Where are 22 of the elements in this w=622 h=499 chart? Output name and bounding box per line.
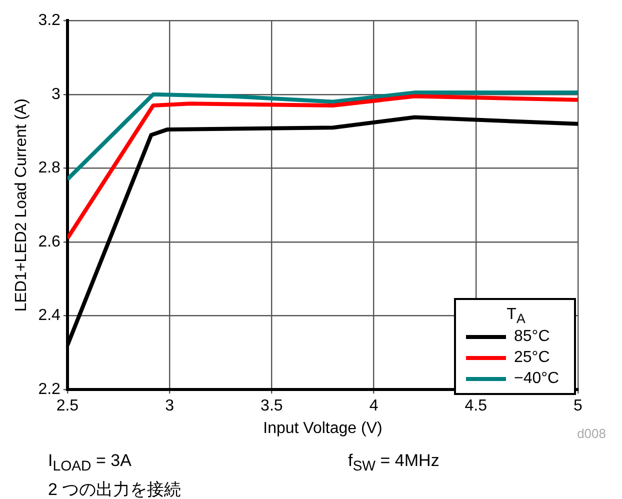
x-axis-title: Input Voltage (V) <box>263 420 382 437</box>
x-tick-label: 4 <box>369 398 378 415</box>
y-axis-title: LED1+LED2 Load Current (A) <box>13 98 30 312</box>
text: f$_{SW}$ = 4MHz <box>348 451 440 474</box>
legend-title: T$_{A}$ <box>506 306 526 326</box>
y-tick-label: 3.2 <box>38 12 61 30</box>
x-tick-label: 2.5 <box>56 398 79 415</box>
x-tick-label: 5 <box>574 398 583 415</box>
y-tick-label: 2.6 <box>38 233 61 250</box>
legend-label: 85°C <box>514 328 550 346</box>
text: 2 つの出力を接続 <box>48 479 182 499</box>
y-tick-label: 2.8 <box>38 160 61 177</box>
y-tick-label: 2.4 <box>38 307 61 324</box>
text: d008 <box>577 426 606 441</box>
y-tick-label: 3 <box>52 86 61 103</box>
text: I$_{LOAD}$ = 3A <box>48 451 132 474</box>
x-tick-label: 3.5 <box>260 398 283 415</box>
y-tick-label: 2.2 <box>38 381 61 398</box>
x-tick-label: 3 <box>165 398 174 415</box>
x-tick-label: 4.5 <box>464 398 488 415</box>
legend-label: −40°C <box>514 370 560 388</box>
legend-label: 25°C <box>514 348 550 366</box>
